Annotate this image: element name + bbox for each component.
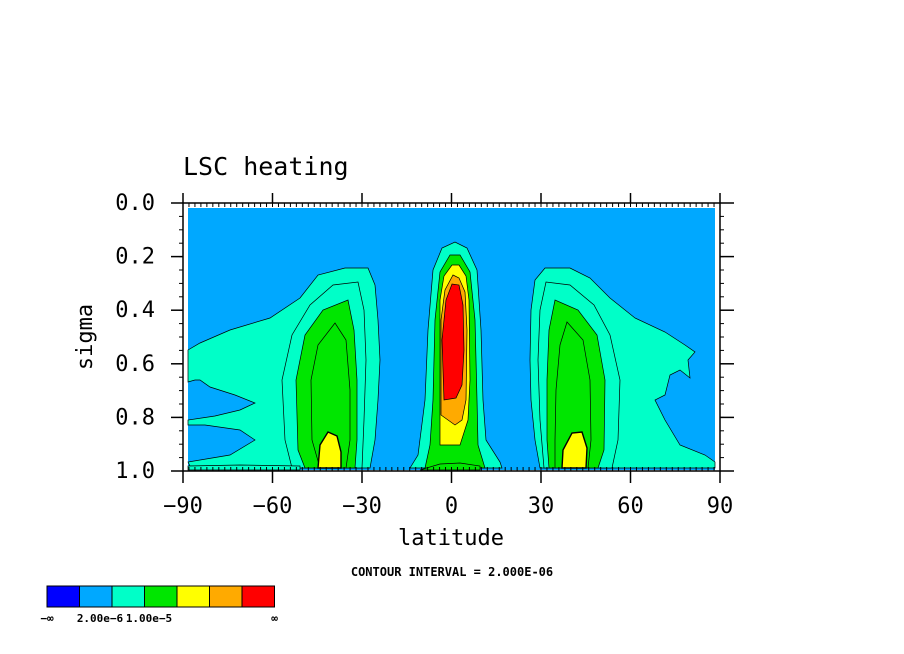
x-tick-label: 30 — [528, 494, 555, 519]
y-tick-label: 0.2 — [115, 245, 155, 270]
north-cell-peak — [561, 431, 588, 469]
x-tick-label: −60 — [253, 494, 293, 519]
contour-interval-note: CONTOUR INTERVAL = 2.000E-06 — [351, 565, 553, 579]
x-tick-label: 0 — [445, 494, 458, 519]
axes: −90 −60 −30 0 30 60 90 0.0 0.2 0.4 0.6 0.8 1.0 — [115, 191, 734, 519]
tower-peak — [441, 283, 465, 401]
y-tick-label: 0.4 — [115, 298, 155, 323]
x-axis-label: latitude — [398, 526, 504, 551]
y-tick-label: 0.0 — [115, 191, 155, 216]
y-tick-label: 0.6 — [115, 352, 155, 377]
x-tick-label: −90 — [163, 494, 203, 519]
colorbar-swatch — [111, 585, 145, 608]
colorbar-swatch — [241, 585, 275, 608]
x-tick-label: −30 — [342, 494, 382, 519]
south-cell-peak — [317, 431, 342, 469]
colorbar-swatch — [209, 585, 243, 608]
colorbar-label: ∞ — [271, 612, 278, 625]
bottom-edge-cell — [187, 464, 301, 471]
contour-field — [183, 203, 720, 471]
colorbar-label: 2.00e−6 — [77, 612, 124, 625]
tower-base-cell — [419, 462, 481, 471]
colorbar-label: 1.00e−5 — [126, 612, 172, 625]
colorbar-swatch — [46, 585, 80, 608]
colorbar-swatch — [79, 585, 113, 608]
y-tick-label: 0.8 — [115, 405, 155, 430]
colorbar-swatch — [144, 585, 178, 608]
colorbar-label: −∞ — [40, 612, 54, 625]
x-tick-label: 60 — [617, 494, 644, 519]
x-tick-label: 90 — [707, 494, 734, 519]
colorbar: −∞ 2.00e−6 1.00e−5 ∞ — [40, 585, 278, 625]
y-tick-label: 1.0 — [115, 459, 155, 484]
chart-title: LSC heating — [183, 152, 349, 181]
colorbar-swatch — [176, 585, 210, 608]
y-axis-label: sigma — [73, 304, 98, 370]
